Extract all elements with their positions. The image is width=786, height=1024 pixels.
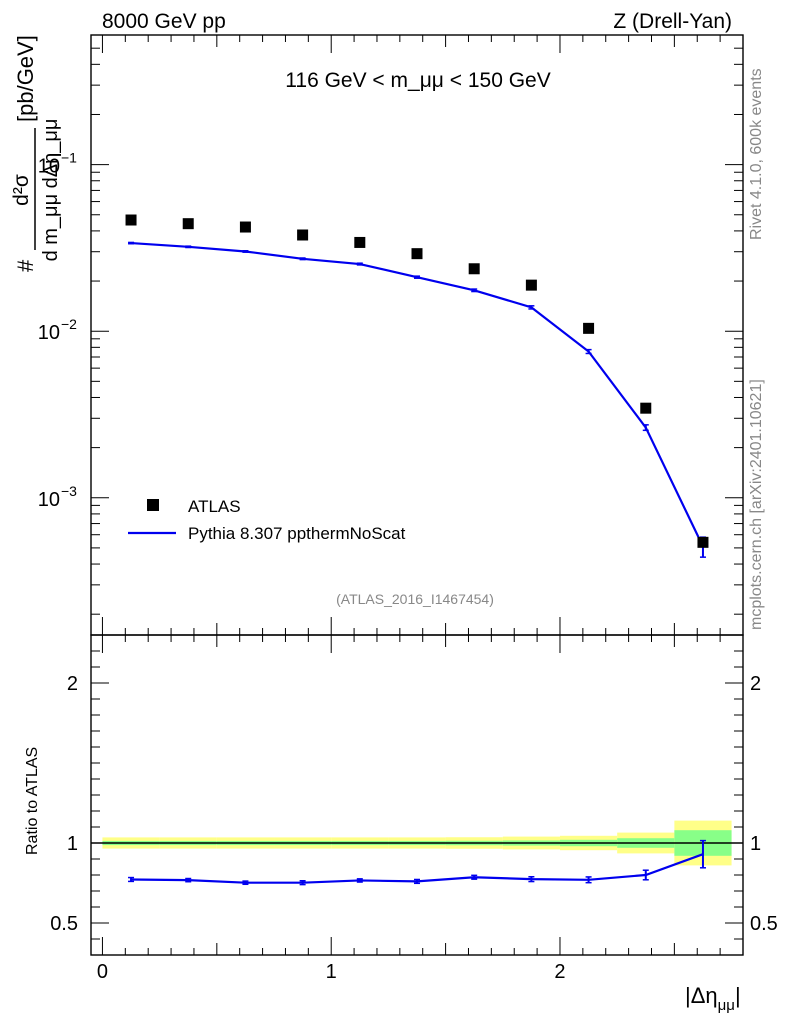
- main-title: 116 GeV < m_μμ < 150 GeV: [285, 69, 550, 92]
- main-frame: [90, 34, 744, 636]
- main-ytick-label-exp: −1: [61, 150, 77, 166]
- ratio-xtick-label: 2: [554, 961, 565, 983]
- ylabel-denominator: d m_μμ dΔη_μμ: [40, 119, 62, 262]
- main-ytick-label: 10: [38, 489, 60, 511]
- ylabel-unit: [pb/GeV]: [13, 35, 38, 122]
- atlas-point: [697, 536, 709, 548]
- atlas-point: [239, 221, 251, 233]
- ratio-ytick-label: 0.5: [50, 913, 78, 935]
- main-ytick-label-exp: −2: [61, 316, 77, 332]
- analysis-id: (ATLAS_2016_I1467454): [336, 591, 494, 607]
- atlas-point: [182, 218, 194, 230]
- ylabel-numerator: d²σ: [10, 174, 33, 206]
- ratio-ytick-label-right: 0.5: [750, 913, 778, 935]
- main-panel: 116 GeV < m_μμ < 150 GeV 10−110−210−3: [38, 34, 744, 636]
- ratio-panel: 0.5 0.5 1 1 2 2 0 1 2: [50, 634, 778, 983]
- atlas-point: [125, 214, 137, 226]
- beam-label: 8000 GeV pp: [102, 10, 226, 33]
- mcplots-label: mcplots.cern.ch [arXiv:2401.10621]: [748, 379, 765, 630]
- ratio-xlabel: |Δημμ|: [685, 983, 741, 1014]
- ratio-ytick-label-right: 1: [750, 833, 761, 855]
- main-ytick-label: 10: [38, 322, 60, 344]
- ratio-frame: [90, 634, 744, 956]
- legend-atlas-label: ATLAS: [188, 497, 241, 516]
- atlas-point: [640, 402, 652, 414]
- atlas-point: [297, 229, 309, 241]
- main-ytick-label: 10: [38, 156, 60, 178]
- xlabel-main: |Δημμ|: [685, 983, 741, 1014]
- legend: ATLAS Pythia 8.307 ppthermNoScat: [128, 497, 406, 543]
- ratio-ytick-label: 1: [67, 833, 78, 855]
- atlas-point: [525, 279, 537, 291]
- ratio-ytick-label-right: 2: [750, 673, 761, 695]
- process-label: Z (Drell-Yan): [613, 10, 732, 33]
- xlabel-sub: μμ: [718, 997, 735, 1014]
- ratio-line: [131, 853, 704, 884]
- ratio-xtick-label: 0: [97, 961, 108, 983]
- ratio-xtick-label: 1: [326, 961, 337, 983]
- main-ytick-label-exp: −3: [61, 483, 77, 499]
- atlas-point: [354, 236, 366, 248]
- legend-pythia-label: Pythia 8.307 ppthermNoScat: [188, 524, 406, 543]
- xlabel-main-text: |Δη: [685, 983, 718, 1008]
- rivet-label: Rivet 4.1.0, 600k events: [748, 68, 765, 240]
- atlas-point: [411, 248, 423, 260]
- legend-atlas-marker: [147, 499, 159, 511]
- xlabel-end: |: [735, 983, 741, 1008]
- main-ylabel: # d²σ d m_μμ dΔη_μμ [pb/GeV]: [10, 35, 62, 272]
- ratio-ytick-label: 2: [67, 673, 78, 695]
- atlas-point: [583, 322, 595, 334]
- ylabel-hash: #: [13, 259, 38, 272]
- ratio-ylabel: Ratio to ATLAS: [24, 747, 41, 855]
- atlas-point: [468, 263, 480, 275]
